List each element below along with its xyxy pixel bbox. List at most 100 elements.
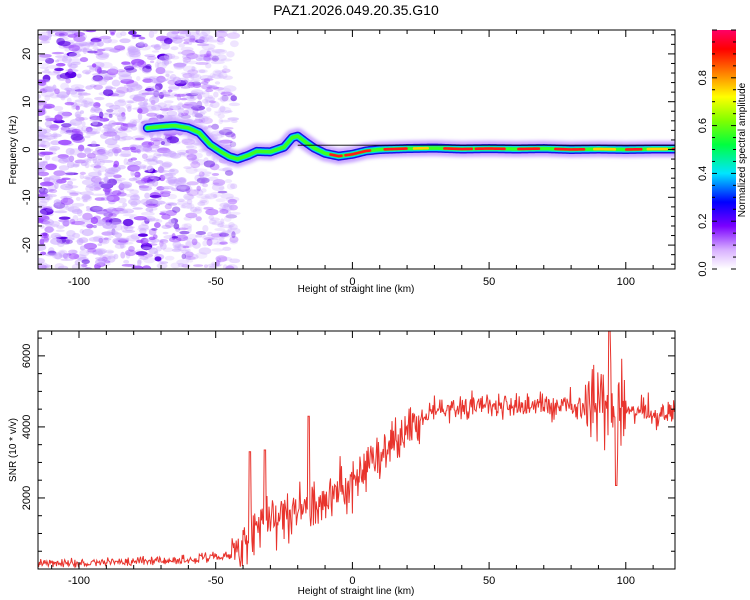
- noise-speckle: [216, 75, 222, 78]
- noise-speckle: [56, 178, 67, 184]
- noise-speckle: [176, 227, 189, 231]
- noise-speckle: [195, 252, 208, 259]
- noise-speckle: [45, 117, 58, 122]
- ridge-peak-segment: [329, 153, 343, 158]
- noise-speckle: [211, 55, 219, 62]
- noise-speckle: [68, 249, 78, 254]
- noise-speckle: [77, 92, 91, 96]
- noise-speckle: [137, 108, 143, 114]
- noise-speckle: [190, 73, 202, 81]
- noise-speckle: [207, 36, 214, 41]
- noise-speckle: [177, 262, 185, 268]
- noise-speckle: [188, 73, 200, 79]
- noise-speckle: [227, 211, 241, 216]
- noise-speckle: [176, 200, 188, 206]
- noise-speckle: [177, 30, 191, 35]
- noise-speckle: [148, 91, 160, 95]
- noise-speckle: [219, 241, 228, 245]
- noise-speckle: [127, 164, 140, 172]
- noise-speckle: [222, 65, 228, 70]
- noise-speckle: [47, 250, 57, 256]
- spectrogram-y-tick-labels: -20 -10 0 10 20: [21, 48, 33, 253]
- noise-speckle: [75, 196, 81, 201]
- noise-speckle: [220, 132, 225, 138]
- noise-speckle: [218, 118, 224, 125]
- colorbar-tick-label: 0.6: [697, 118, 709, 133]
- noise-speckle: [211, 73, 224, 79]
- noise-speckle: [203, 52, 213, 58]
- noise-speckle: [183, 152, 190, 158]
- noise-speckle: [227, 225, 232, 233]
- noise-speckle: [217, 41, 224, 45]
- noise-speckle: [198, 171, 205, 177]
- noise-speckle: [45, 208, 55, 212]
- noise-speckle: [177, 186, 188, 190]
- noise-speckle: [81, 194, 91, 201]
- noise-speckle: [55, 62, 66, 67]
- noise-speckle: [125, 67, 138, 73]
- noise-speckle: [174, 93, 187, 97]
- noise-speckle: [222, 203, 233, 208]
- noise-speckle: [56, 91, 70, 99]
- noise-speckle: [79, 110, 85, 114]
- noise-speckle: [139, 185, 153, 191]
- noise-speckle: [65, 239, 70, 244]
- noise-speckle: [220, 91, 233, 96]
- noise-speckle: [218, 207, 227, 210]
- noise-speckle: [181, 202, 193, 209]
- noise-speckle: [155, 219, 163, 223]
- noise-speckle: [162, 172, 174, 180]
- noise-speckle: [197, 234, 206, 238]
- noise-speckle: [96, 40, 104, 47]
- noise-speckle: [46, 65, 61, 69]
- noise-speckle: [106, 68, 119, 76]
- noise-speckle: [187, 84, 201, 88]
- noise-speckle: [162, 231, 169, 235]
- noise-speckle: [44, 154, 51, 161]
- noise-speckle: [74, 86, 81, 92]
- noise-speckle: [229, 141, 237, 148]
- noise-speckle: [107, 250, 114, 254]
- noise-speckle: [58, 218, 70, 223]
- noise-speckle: [183, 41, 190, 45]
- noise-speckle: [185, 212, 198, 219]
- noise-speckle: [49, 123, 59, 131]
- noise-speckle: [201, 43, 216, 51]
- noise-speckle: [179, 153, 186, 157]
- noise-speckle: [102, 88, 114, 97]
- noise-speckle: [218, 106, 232, 115]
- noise-speckle: [64, 87, 73, 92]
- noise-speckle: [174, 244, 185, 248]
- noise-speckle: [79, 171, 86, 175]
- colorbar-tick-label: 0.8: [697, 70, 709, 85]
- noise-speckle: [196, 177, 210, 184]
- noise-speckle: [70, 90, 82, 98]
- noise-speckle: [58, 165, 70, 171]
- noise-speckle: [99, 61, 113, 69]
- noise-speckle: [66, 189, 76, 194]
- noise-speckle: [101, 231, 114, 236]
- noise-speckle: [39, 238, 45, 246]
- noise-speckle: [186, 234, 198, 239]
- noise-speckle: [208, 85, 216, 89]
- noise-speckle: [186, 153, 198, 161]
- noise-speckle: [110, 224, 118, 229]
- noise-speckle: [175, 182, 181, 190]
- ridge-peak-segment: [383, 147, 408, 151]
- noise-speckle: [190, 214, 197, 219]
- noise-speckle: [228, 222, 235, 228]
- noise-speckle: [151, 50, 160, 53]
- noise-speckle: [38, 200, 48, 207]
- noise-speckle: [131, 135, 146, 141]
- noise-speckle: [91, 36, 102, 43]
- noise-speckle: [214, 48, 228, 55]
- noise-speckle: [38, 55, 50, 62]
- noise-speckle: [211, 261, 217, 266]
- noise-speckle: [205, 208, 219, 216]
- noise-speckle: [38, 264, 47, 269]
- noise-speckle: [225, 196, 240, 202]
- noise-speckle: [199, 110, 207, 114]
- noise-speckle: [138, 36, 146, 40]
- noise-speckle: [155, 170, 170, 173]
- noise-speckle: [186, 53, 199, 60]
